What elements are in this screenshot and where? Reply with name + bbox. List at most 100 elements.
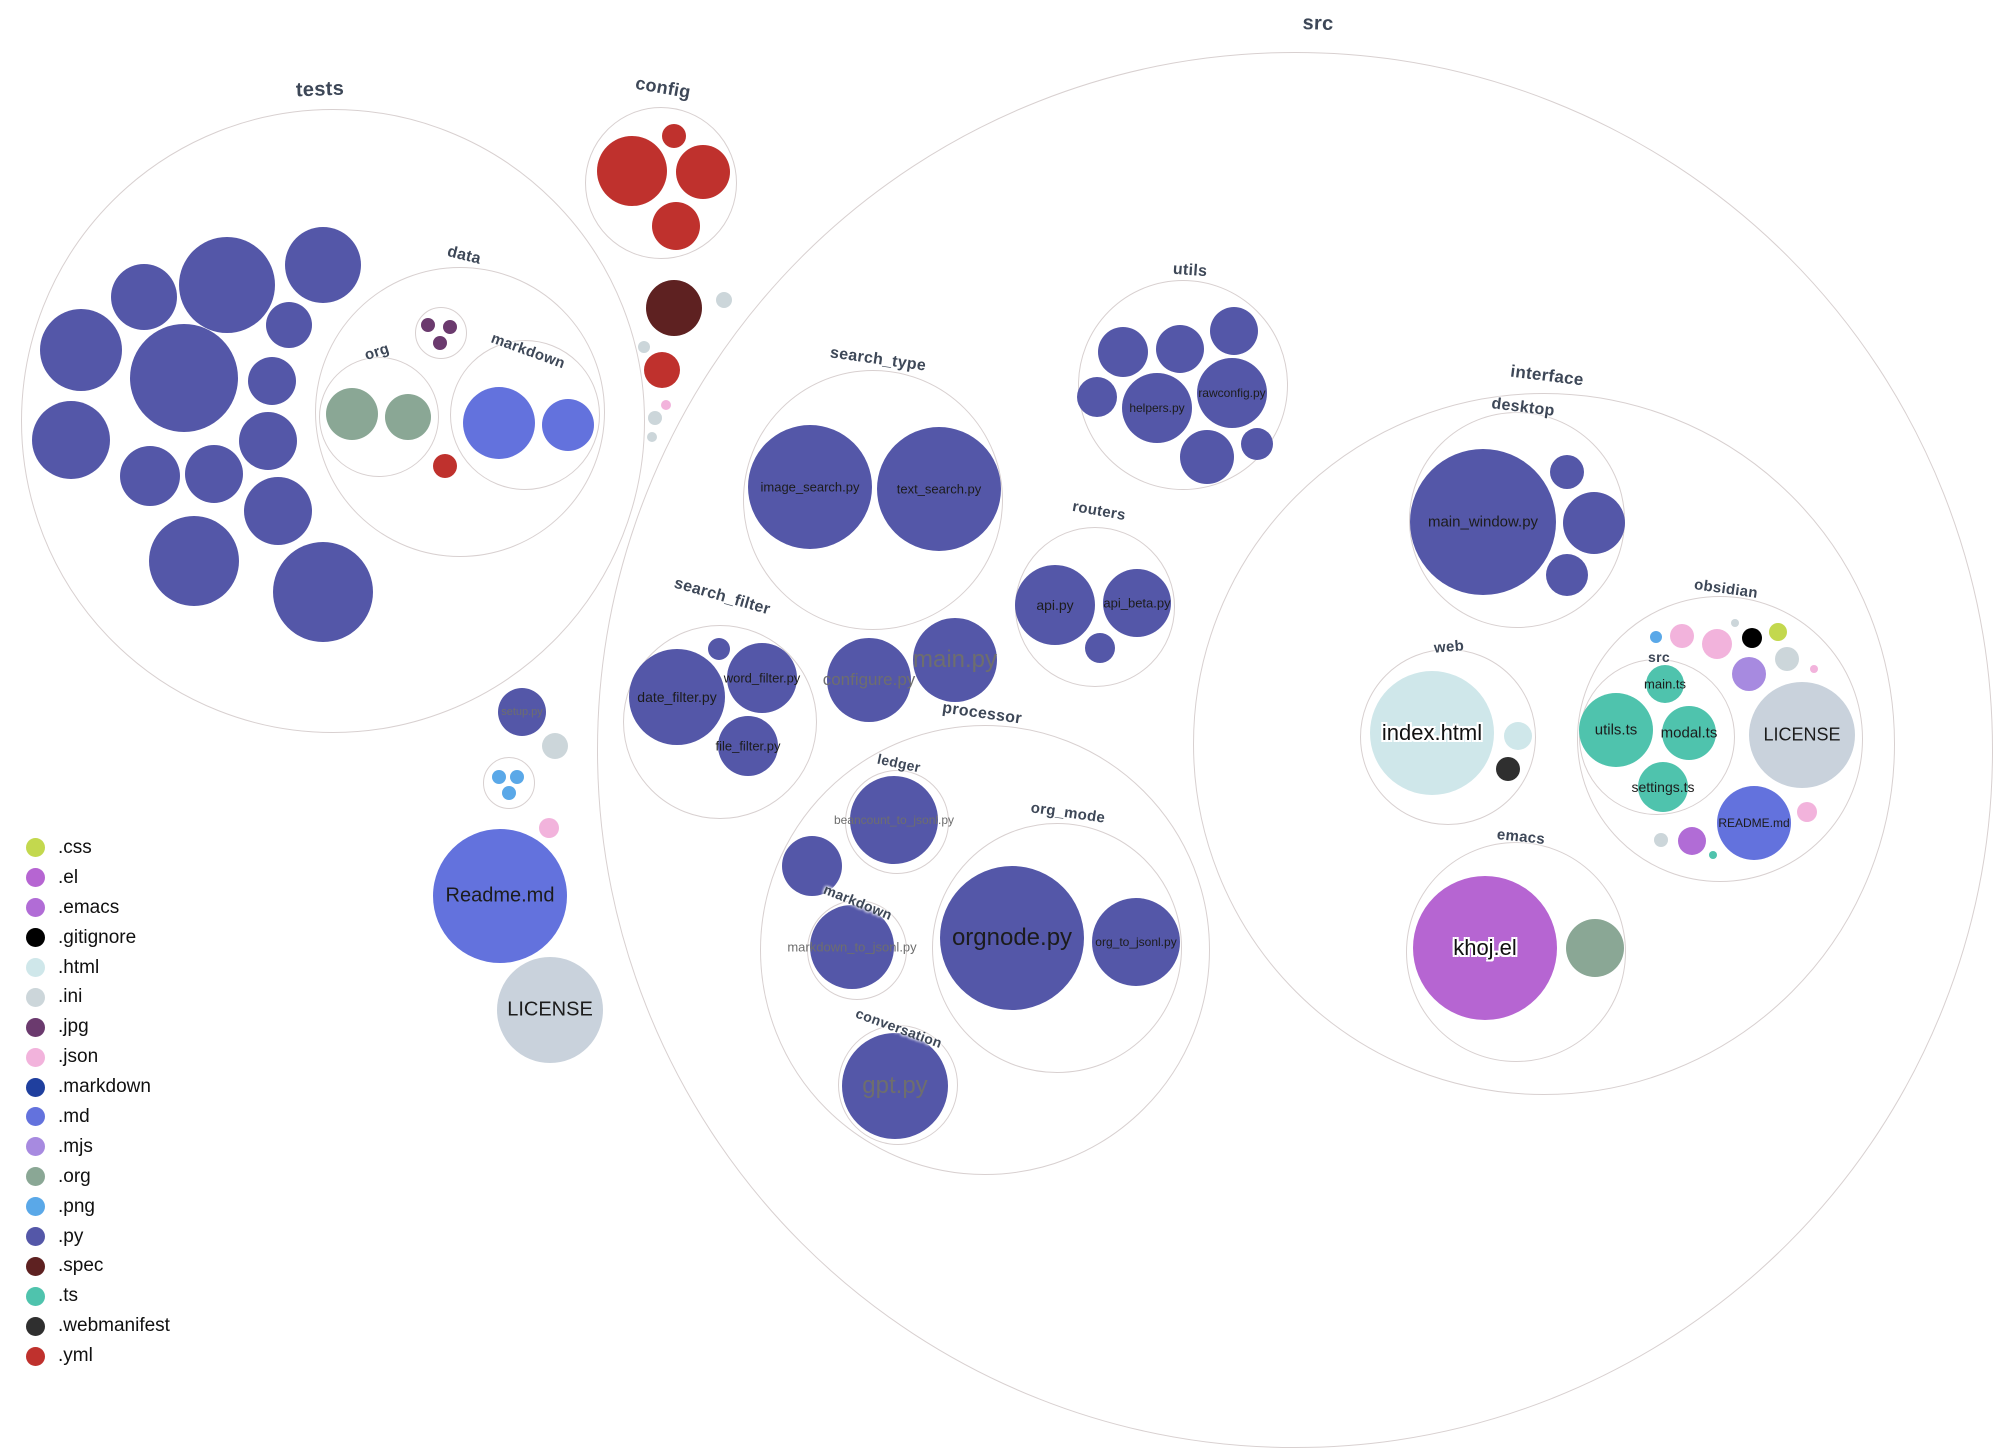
- file-circle-png-dot[interactable]: [1650, 631, 1662, 643]
- file-circle-spec-dot[interactable]: [646, 280, 702, 336]
- file-circle-yml-dot[interactable]: [644, 352, 680, 388]
- folder-circle-processor[interactable]: [760, 725, 1210, 1175]
- folder-circle-root-png-cluster[interactable]: [483, 757, 535, 809]
- folder-circle-src[interactable]: [597, 52, 1993, 1448]
- file-circle-py-dot[interactable]: [1098, 327, 1148, 377]
- folder-circle-tests[interactable]: [21, 109, 645, 733]
- file-circle-html-dot[interactable]: [1504, 722, 1532, 750]
- file-circle-helpers.py[interactable]: [1122, 373, 1192, 443]
- file-circle-md-dot[interactable]: [542, 399, 594, 451]
- file-circle-text_search.py[interactable]: [877, 427, 1001, 551]
- file-circle-py-dot[interactable]: [244, 477, 312, 545]
- file-circle-json-dot[interactable]: [1702, 629, 1732, 659]
- file-circle-gpt.py[interactable]: [842, 1033, 948, 1139]
- file-circle-yml-dot[interactable]: [597, 136, 667, 206]
- folder-circle-search_filter[interactable]: [623, 625, 817, 819]
- file-circle-date_filter.py[interactable]: [629, 649, 725, 745]
- file-circle-word_filter.py[interactable]: [727, 643, 797, 713]
- file-circle-py-dot[interactable]: [285, 227, 361, 303]
- file-circle-modal.ts[interactable]: [1662, 706, 1716, 760]
- file-circle-py-dot[interactable]: [1563, 492, 1625, 554]
- file-circle-main_window.py[interactable]: [1410, 449, 1556, 595]
- file-circle-py-dot[interactable]: [1180, 430, 1234, 484]
- file-circle-org-dot[interactable]: [385, 394, 431, 440]
- file-circle-py-dot[interactable]: [179, 237, 275, 333]
- file-circle-py-dot[interactable]: [248, 357, 296, 405]
- file-circle-py-dot[interactable]: [1085, 633, 1115, 663]
- file-circle-file_filter.py[interactable]: [718, 716, 778, 776]
- file-circle-khoj.el[interactable]: [1413, 876, 1557, 1020]
- file-circle-configure.py[interactable]: [827, 638, 911, 722]
- file-circle-json-dot[interactable]: [661, 400, 671, 410]
- file-circle-md-dot[interactable]: [463, 387, 535, 459]
- file-circle-py-dot[interactable]: [130, 324, 238, 432]
- file-circle-org-dot[interactable]: [326, 388, 378, 440]
- file-circle-beancount_to_jsonl.py[interactable]: [850, 776, 938, 864]
- file-circle-py-dot[interactable]: [111, 264, 177, 330]
- file-circle-json-dot[interactable]: [539, 818, 559, 838]
- file-circle-LICENSE[interactable]: [1749, 682, 1855, 788]
- file-circle-ini-dot[interactable]: [647, 432, 657, 442]
- file-circle-gitignore-dot[interactable]: [1742, 628, 1762, 648]
- file-circle-py-dot[interactable]: [273, 542, 373, 642]
- file-circle-README.md[interactable]: [1717, 786, 1791, 860]
- file-circle-png-dot[interactable]: [492, 770, 506, 784]
- file-circle-rawconfig.py[interactable]: [1197, 358, 1267, 428]
- file-circle-mjs-dot[interactable]: [1732, 657, 1766, 691]
- file-circle-json-dot[interactable]: [1670, 624, 1694, 648]
- file-circle-markdown_to_jsonl.py[interactable]: [810, 905, 894, 989]
- file-circle-emacs-dot[interactable]: [1678, 827, 1706, 855]
- file-circle-settings.ts[interactable]: [1638, 762, 1688, 812]
- file-circle-ini-dot[interactable]: [648, 411, 662, 425]
- file-circle-Readme.md[interactable]: [433, 829, 567, 963]
- folder-circle-ledger[interactable]: [845, 770, 949, 874]
- file-circle-ini-dot[interactable]: [1775, 647, 1799, 671]
- folder-circle-data-jpg-cluster[interactable]: [415, 307, 467, 359]
- file-circle-png-dot[interactable]: [502, 786, 516, 800]
- file-circle-main.py[interactable]: [913, 618, 997, 702]
- file-circle-image_search.py[interactable]: [748, 425, 872, 549]
- folder-circle-emacs[interactable]: [1406, 842, 1626, 1062]
- file-circle-yml-dot[interactable]: [652, 202, 700, 250]
- file-circle-api_beta.py[interactable]: [1103, 569, 1171, 637]
- folder-circle-search_type[interactable]: [743, 370, 1003, 630]
- file-circle-yml-dot[interactable]: [676, 145, 730, 199]
- folder-circle-data-markdown[interactable]: [450, 340, 600, 490]
- file-circle-ini-dot[interactable]: [716, 292, 732, 308]
- file-circle-setup.py[interactable]: [498, 688, 546, 736]
- file-circle-py-dot[interactable]: [239, 412, 297, 470]
- folder-circle-org_mode[interactable]: [932, 823, 1182, 1073]
- file-circle-orgnode.py[interactable]: [940, 866, 1084, 1010]
- file-circle-py-dot[interactable]: [40, 309, 122, 391]
- file-circle-jpg-dot[interactable]: [421, 318, 435, 332]
- file-circle-ts-dot[interactable]: [1709, 851, 1717, 859]
- file-circle-ini-dot[interactable]: [638, 341, 650, 353]
- folder-circle-web[interactable]: [1360, 649, 1536, 825]
- file-circle-py-dot[interactable]: [1077, 377, 1117, 417]
- file-circle-py-dot[interactable]: [1546, 554, 1588, 596]
- file-circle-ini-dot[interactable]: [542, 733, 568, 759]
- file-circle-org_to_jsonl.py[interactable]: [1092, 898, 1180, 986]
- file-circle-py-dot[interactable]: [149, 516, 239, 606]
- file-circle-ini-dot[interactable]: [1731, 619, 1739, 627]
- file-circle-py-dot[interactable]: [1550, 455, 1584, 489]
- file-circle-utils.ts[interactable]: [1579, 693, 1653, 767]
- file-circle-py-dot[interactable]: [1241, 428, 1273, 460]
- file-circle-index.html[interactable]: [1370, 671, 1494, 795]
- file-circle-py-dot[interactable]: [185, 445, 243, 503]
- folder-circle-conversation[interactable]: [838, 1025, 958, 1145]
- file-circle-py-dot[interactable]: [1210, 307, 1258, 355]
- file-circle-yml-dot[interactable]: [433, 454, 457, 478]
- folder-circle-data[interactable]: [315, 267, 605, 557]
- file-circle-jpg-dot[interactable]: [443, 320, 457, 334]
- file-circle-api.py[interactable]: [1015, 565, 1095, 645]
- file-circle-png-dot[interactable]: [510, 770, 524, 784]
- file-circle-org-dot[interactable]: [1566, 919, 1624, 977]
- file-circle-LICENSE[interactable]: [497, 957, 603, 1063]
- folder-circle-processor-markdown[interactable]: [807, 900, 907, 1000]
- folder-circle-data-org[interactable]: [319, 357, 439, 477]
- file-circle-py-dot[interactable]: [708, 638, 730, 660]
- file-circle-py-dot[interactable]: [1156, 325, 1204, 373]
- file-circle-main.ts[interactable]: [1646, 665, 1684, 703]
- file-circle-json-dot[interactable]: [1810, 665, 1818, 673]
